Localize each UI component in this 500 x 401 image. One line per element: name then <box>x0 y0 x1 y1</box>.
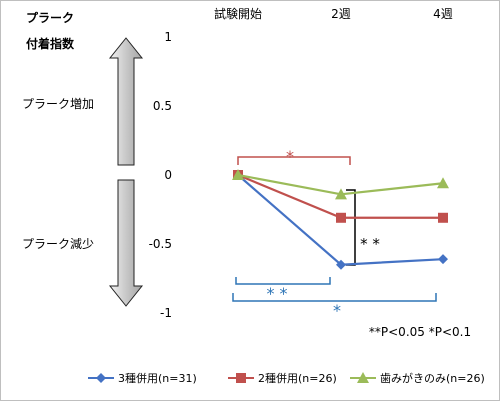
red-significance-bracket <box>237 156 351 165</box>
series-triangle <box>232 169 449 200</box>
y-axis-label-line-2: 付着指数 <box>26 36 75 51</box>
y-tick-label: 0 <box>164 168 172 182</box>
x-category-label: 2週 <box>331 7 351 21</box>
data-point <box>96 373 106 383</box>
data-point <box>357 372 369 383</box>
blue-bracket-short <box>235 277 331 285</box>
legend-item: 3種併用(n=31) <box>88 371 197 385</box>
significance-note: **P<0.05 *P<0.1 <box>369 325 471 339</box>
decrease-label: プラーク減少 <box>22 236 94 251</box>
y-tick-label: -1 <box>160 306 172 320</box>
blue-bracket-long-star: * <box>333 301 341 320</box>
black-significance-stars: * * <box>360 235 380 253</box>
data-point <box>437 177 449 189</box>
legend-item: 歯みがきのみ(n=26) <box>350 371 485 385</box>
increase-label: プラーク増加 <box>22 97 94 111</box>
legend-label: 3種併用(n=31) <box>118 371 197 385</box>
x-category-label: 試験開始 <box>214 6 262 21</box>
x-category-label: 4週 <box>433 7 453 21</box>
legend-item: 2種併用(n=26) <box>228 371 337 385</box>
blue-bracket-short-stars: * * <box>266 284 287 303</box>
y-tick-label: -0.5 <box>149 237 172 251</box>
data-point <box>232 169 244 180</box>
red-significance-star: * <box>286 147 294 166</box>
legend-label: 歯みがきのみ(n=26) <box>380 371 485 385</box>
data-point <box>438 254 448 265</box>
decrease-arrow <box>108 179 144 307</box>
data-point <box>236 373 246 383</box>
y-axis-label-line-1: プラーク <box>26 10 74 25</box>
increase-arrow <box>108 37 144 166</box>
data-point <box>336 212 346 223</box>
black-significance-bracket <box>346 189 356 266</box>
legend-label: 2種併用(n=26) <box>258 371 337 385</box>
data-point <box>336 259 346 270</box>
y-tick-label: 1 <box>164 30 172 44</box>
data-point <box>438 212 448 223</box>
data-point <box>335 188 347 200</box>
blue-bracket-long <box>232 293 437 302</box>
y-tick-label: 0.5 <box>153 99 172 113</box>
